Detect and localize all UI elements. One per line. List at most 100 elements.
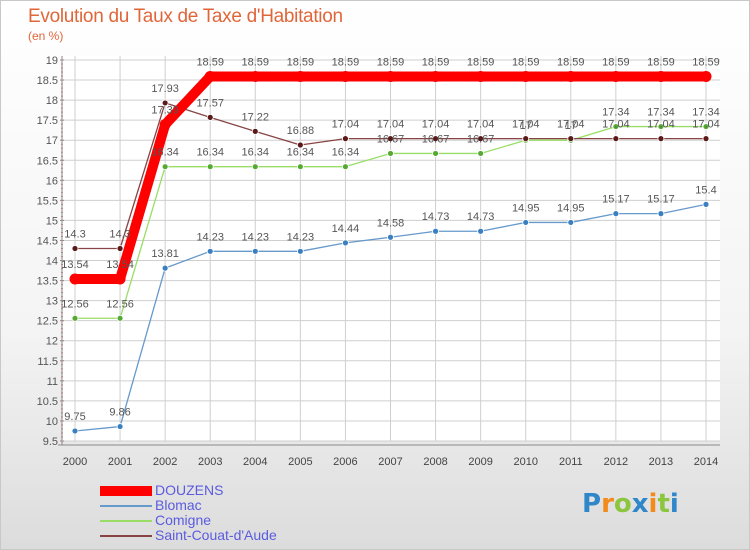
x-tick-label: 2013 [649, 456, 673, 468]
data-label-blomac: 14.73 [467, 211, 495, 223]
legend-label-comigne: Comigne [155, 512, 212, 528]
data-point-comigne [251, 163, 259, 171]
data-label-blomac: 14.23 [242, 231, 270, 243]
legend-swatch-blomac [100, 505, 152, 507]
data-label-comigne: 16.34 [332, 147, 360, 159]
chart-title: Evolution du Taux de Taxe d'Habitation [28, 6, 343, 27]
data-point-comigne [296, 163, 304, 171]
data-label-blomac: 14.95 [512, 202, 540, 214]
data-label-saint-couat-d-aude: 14.3 [109, 228, 130, 240]
y-tick-label: 15.5 [37, 195, 58, 207]
data-label-comigne: 16.34 [151, 147, 179, 159]
y-tick-label: 16 [46, 175, 58, 187]
y-tick-label: 17 [46, 135, 58, 147]
x-tick-label: 2012 [604, 456, 628, 468]
data-point-blomac [342, 239, 349, 247]
y-tick-label: 11 [47, 376, 58, 388]
x-tick-label: 2014 [694, 456, 718, 468]
data-label-saint-couat-d-aude: 17.22 [242, 111, 270, 123]
data-label-blomac: 14.73 [422, 211, 450, 223]
y-tick-label: 9.5 [43, 436, 58, 448]
data-point-blomac [71, 427, 79, 435]
data-label-comigne: 17.34 [602, 107, 630, 119]
data-point-comigne [342, 163, 349, 171]
data-point-douzens [294, 70, 306, 82]
data-label-blomac: 14.58 [377, 217, 405, 229]
logo-letter: i [669, 489, 679, 519]
data-point-saint-couat-d-aude [296, 141, 304, 149]
y-tick-label: 10 [46, 416, 58, 428]
data-point-comigne [702, 123, 710, 130]
data-label-saint-couat-d-aude: 17.04 [557, 119, 585, 131]
logo-letter: P [582, 489, 602, 519]
data-point-douzens [700, 70, 712, 82]
data-label-comigne: 16.34 [196, 147, 224, 159]
x-tick-label: 2004 [243, 456, 267, 468]
data-label-comigne: 16.34 [287, 147, 315, 159]
data-label-douzens: 18.59 [287, 56, 315, 68]
data-point-comigne [477, 150, 485, 157]
data-point-saint-couat-d-aude [702, 135, 710, 143]
data-label-saint-couat-d-aude: 17.04 [467, 119, 495, 131]
data-label-douzens: 18.59 [467, 56, 495, 68]
data-point-douzens [249, 70, 261, 82]
data-label-douzens: 18.59 [242, 56, 270, 68]
x-tick-label: 2007 [378, 456, 402, 468]
data-point-blomac [206, 247, 214, 255]
data-label-comigne: 12.56 [106, 298, 134, 310]
y-tick-label: 17.5 [37, 115, 58, 127]
data-label-douzens: 18.59 [196, 56, 224, 68]
logo-letter: r [601, 489, 614, 519]
data-point-blomac [251, 247, 259, 255]
y-tick-label: 15 [46, 215, 58, 227]
data-point-douzens [565, 70, 577, 82]
data-point-saint-couat-d-aude [251, 127, 259, 135]
data-label-blomac: 14.95 [557, 202, 585, 214]
data-point-saint-couat-d-aude [432, 135, 439, 143]
data-label-saint-couat-d-aude: 17.04 [512, 119, 540, 131]
x-tick-label: 2000 [63, 456, 87, 468]
x-tick-label: 2001 [108, 456, 132, 468]
data-label-douzens: 18.59 [422, 56, 450, 68]
data-label-saint-couat-d-aude: 17.04 [377, 119, 405, 131]
logo-letter: x [631, 489, 649, 519]
data-label-comigne: 16.67 [377, 133, 405, 145]
data-point-comigne [116, 314, 124, 322]
data-point-douzens [339, 70, 351, 82]
y-tick-label: 14.5 [37, 235, 58, 247]
data-point-saint-couat-d-aude [522, 135, 530, 143]
data-point-saint-couat-d-aude [342, 135, 349, 143]
data-label-comigne: 17.34 [647, 107, 675, 119]
data-point-douzens [430, 70, 442, 82]
data-label-saint-couat-d-aude: 17.57 [196, 97, 224, 109]
data-label-saint-couat-d-aude: 17.04 [692, 119, 720, 131]
data-label-douzens: 18.59 [647, 56, 675, 68]
data-point-saint-couat-d-aude [657, 135, 665, 143]
data-point-douzens [520, 70, 532, 82]
legend-label-douzens: DOUZENS [155, 482, 224, 498]
data-point-saint-couat-d-aude [116, 245, 124, 252]
data-label-douzens: 18.59 [602, 56, 630, 68]
data-point-douzens [655, 70, 667, 82]
data-point-comigne [612, 123, 620, 130]
data-label-blomac: 13.81 [151, 248, 179, 260]
data-label-douzens: 18.59 [377, 56, 405, 68]
logo-letter: t [657, 489, 670, 519]
data-label-saint-couat-d-aude: 17.04 [422, 119, 450, 131]
y-tick-label: 18.5 [37, 75, 58, 87]
x-tick-label: 2010 [513, 456, 537, 468]
data-label-saint-couat-d-aude: 17.04 [602, 119, 630, 131]
y-tick-label: 11.5 [37, 356, 58, 368]
data-point-comigne [432, 150, 439, 157]
y-tick-label: 10.5 [37, 396, 58, 408]
y-tick-label: 13.5 [37, 276, 58, 288]
data-point-comigne [206, 163, 214, 171]
data-label-blomac: 15.17 [602, 194, 630, 206]
y-tick-label: 14 [46, 256, 58, 268]
y-tick-label: 16.5 [37, 155, 58, 167]
data-point-blomac [296, 247, 304, 255]
data-point-blomac [522, 219, 530, 226]
logo-letter: i [648, 489, 658, 519]
data-point-douzens [114, 273, 126, 285]
